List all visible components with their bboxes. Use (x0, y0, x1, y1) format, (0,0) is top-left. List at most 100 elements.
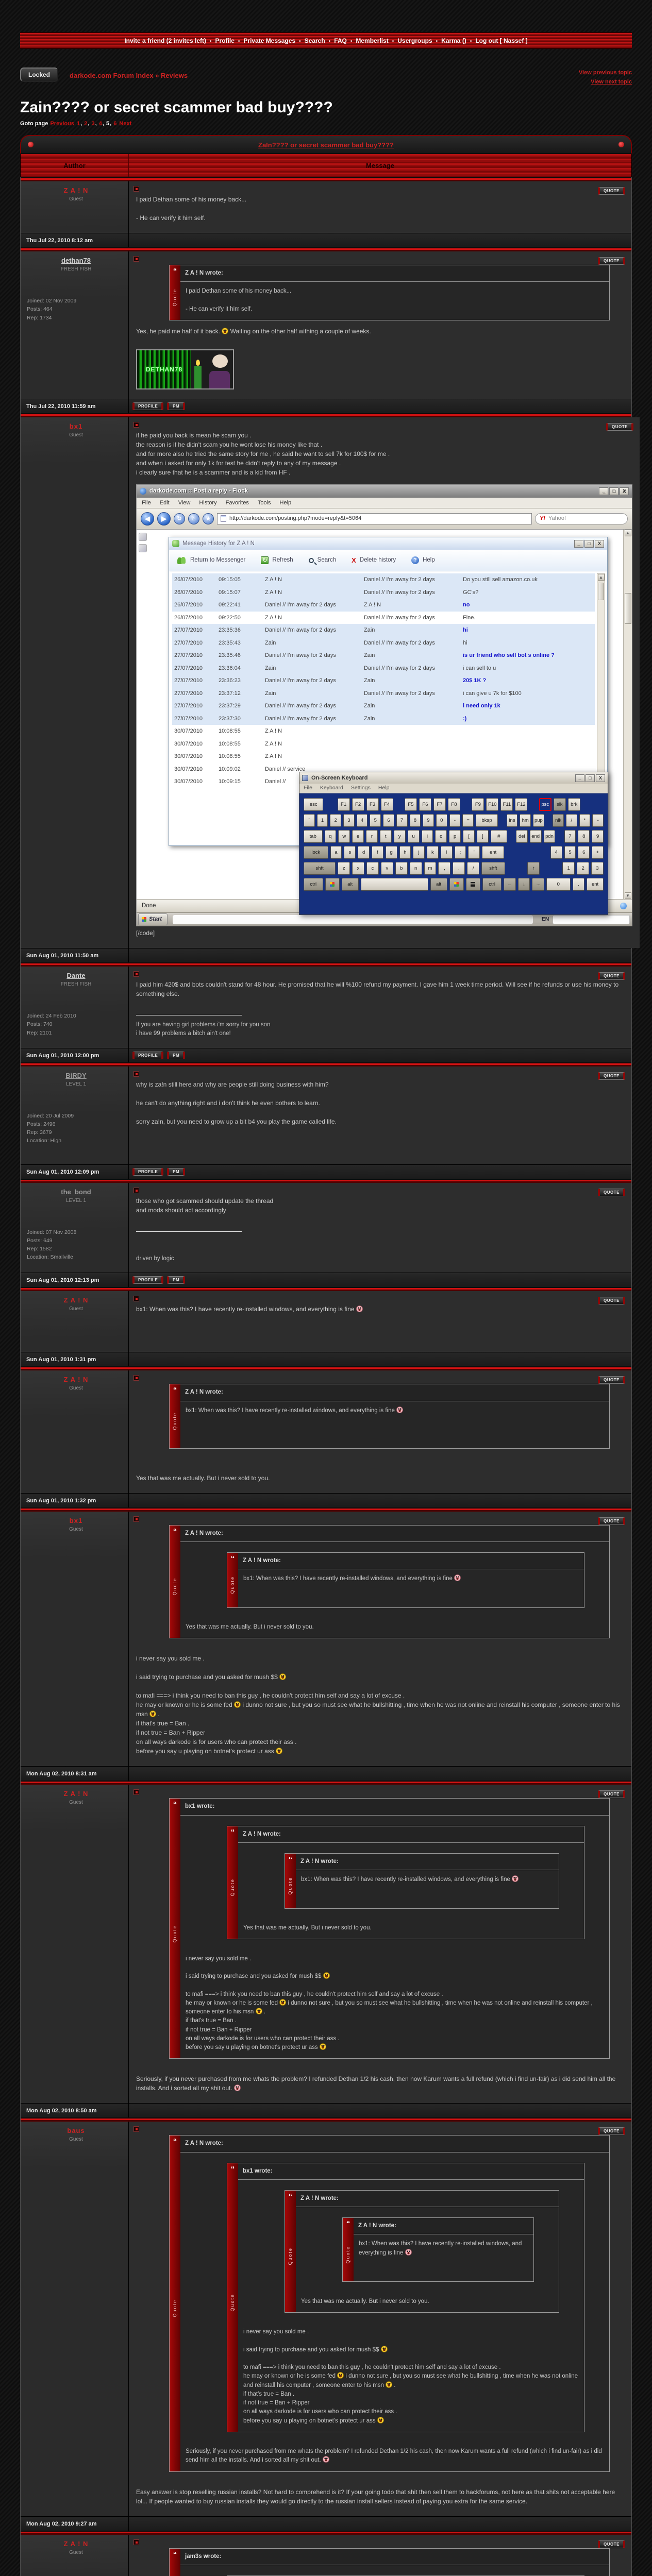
toolbar-button-return-to-messenger[interactable]: Return to Messenger (177, 556, 245, 565)
quote-button[interactable]: QUOTE (598, 2127, 625, 2136)
key-r[interactable]: r (366, 830, 378, 843)
key-][interactable]: ] (476, 830, 489, 843)
key-m[interactable]: m (424, 862, 437, 875)
key-u[interactable]: u (407, 830, 420, 843)
close-icon[interactable]: X (596, 774, 605, 782)
key-4[interactable]: 4 (356, 814, 368, 827)
profile-button[interactable]: PROFILE (132, 402, 164, 411)
keyboard-menu-keyboard[interactable]: Keyboard (320, 785, 343, 791)
author-name[interactable]: BiRDY (65, 1071, 87, 1079)
goto-page-6[interactable]: 6 (113, 121, 117, 127)
key-.[interactable]: . (572, 878, 585, 891)
scroll-thumb[interactable] (598, 583, 604, 601)
quote-button[interactable]: QUOTE (598, 972, 625, 980)
key-1[interactable]: 1 (316, 814, 328, 827)
restore-icon[interactable]: □ (586, 774, 595, 782)
key-shft[interactable]: shft (481, 862, 505, 875)
locked-button[interactable]: Locked (20, 67, 59, 82)
keyboard-menu-help[interactable]: Help (378, 785, 390, 791)
key-hm[interactable]: hm (520, 814, 531, 827)
pm-button[interactable]: PM (167, 1276, 186, 1284)
key-1[interactable]: 1 (562, 862, 575, 875)
quote-button[interactable]: QUOTE (606, 423, 633, 431)
quote-button[interactable]: QUOTE (598, 1188, 625, 1196)
start-button[interactable]: Start (138, 913, 168, 925)
toolbar-button-refresh[interactable]: ↻ Refresh (261, 556, 293, 565)
key-.[interactable]: . (453, 862, 465, 875)
star-icon[interactable]: ★ (203, 513, 214, 524)
menu-item-tools[interactable]: Tools (257, 499, 271, 506)
key-y[interactable]: y (393, 830, 406, 843)
key-win[interactable] (449, 878, 464, 891)
key-z[interactable]: z (338, 862, 350, 875)
key-win[interactable] (325, 878, 340, 891)
minimize-icon[interactable]: _ (575, 774, 584, 782)
close-icon[interactable]: X (620, 487, 629, 496)
nav-item-faq[interactable]: FAQ (334, 37, 347, 44)
nav-item-usergroups[interactable]: Usergroups (397, 37, 432, 44)
toolbar-button-delete-history[interactable]: X Delete history (352, 555, 396, 566)
breadcrumb-forum-index[interactable]: darkode.com Forum Index (70, 72, 154, 79)
keyboard-titlebar[interactable]: On-Screen Keyboard _ □ X (299, 772, 608, 784)
topic-title-link[interactable]: ZaIn???? or secret scammer bad buy???? (258, 141, 394, 149)
key-+[interactable]: + (592, 846, 604, 859)
key-pup[interactable]: pup (533, 814, 544, 827)
restore-icon[interactable]: □ (584, 539, 594, 548)
key-4[interactable]: 4 (550, 846, 562, 859)
scroll-down-icon[interactable]: ▼ (624, 892, 631, 900)
menu-item-help[interactable]: Help (279, 499, 292, 506)
yahoo-search-box[interactable]: Y! Yahoo! (535, 513, 628, 524)
key-*[interactable]: * (579, 814, 591, 827)
quote-button[interactable]: QUOTE (598, 1790, 625, 1799)
goto-page-1[interactable]: 1 (76, 121, 80, 127)
key-9[interactable]: 9 (592, 830, 604, 843)
key-`[interactable]: ` (304, 814, 315, 827)
nav-item-profile[interactable]: Profile (215, 37, 235, 44)
key-q[interactable]: q (324, 830, 337, 843)
home-icon[interactable]: ⌂ (188, 513, 199, 524)
toolbar-button-help[interactable]: ? Help (411, 556, 435, 565)
goto-page-2[interactable]: 2 (84, 121, 88, 127)
menu-item-view[interactable]: View (178, 499, 191, 506)
goto-page-3[interactable]: 3 (91, 121, 95, 127)
sidebar-icon[interactable] (139, 544, 147, 553)
pm-button[interactable]: PM (167, 1167, 186, 1176)
key-c[interactable]: c (366, 862, 379, 875)
key-0[interactable]: 0 (546, 878, 571, 891)
key-j[interactable]: j (413, 846, 425, 859)
key-F8[interactable]: F8 (447, 798, 460, 811)
key-i[interactable]: i (421, 830, 433, 843)
quote-button[interactable]: QUOTE (598, 1517, 625, 1525)
quote-button[interactable]: QUOTE (598, 1376, 625, 1384)
key-pdn[interactable]: pdn (543, 830, 556, 843)
minimize-icon[interactable]: _ (599, 487, 608, 496)
key-h[interactable]: h (399, 846, 411, 859)
nav-item-private-messages[interactable]: Private Messages (243, 37, 296, 44)
key-del[interactable]: del (515, 830, 528, 843)
key-2[interactable]: 2 (330, 814, 342, 827)
minimize-icon[interactable]: _ (574, 539, 583, 548)
key-alt[interactable]: alt (341, 878, 359, 891)
key-↓[interactable]: ↓ (517, 878, 530, 891)
key-F5[interactable]: F5 (404, 798, 417, 811)
nav-item-karma[interactable]: Karma () (441, 37, 466, 44)
key-k[interactable]: k (427, 846, 439, 859)
key-d[interactable]: d (358, 846, 370, 859)
key--[interactable]: - (449, 814, 461, 827)
key-/[interactable]: / (566, 814, 577, 827)
sidebar-icon[interactable] (139, 533, 147, 541)
pm-button[interactable]: PM (167, 402, 186, 411)
key-p[interactable]: p (449, 830, 461, 843)
key-7[interactable]: 7 (396, 814, 408, 827)
key-F11[interactable]: F11 (500, 798, 513, 811)
author-name[interactable]: Dante (66, 972, 86, 980)
restore-icon[interactable]: □ (609, 487, 618, 496)
key-space[interactable] (360, 878, 428, 891)
key-f[interactable]: f (371, 846, 383, 859)
key-F4[interactable]: F4 (380, 798, 393, 811)
key-menu[interactable] (465, 878, 480, 891)
key-s[interactable]: s (344, 846, 356, 859)
key-e[interactable]: e (352, 830, 364, 843)
key-shft[interactable]: shft (304, 862, 336, 875)
key-F7[interactable]: F7 (433, 798, 446, 811)
